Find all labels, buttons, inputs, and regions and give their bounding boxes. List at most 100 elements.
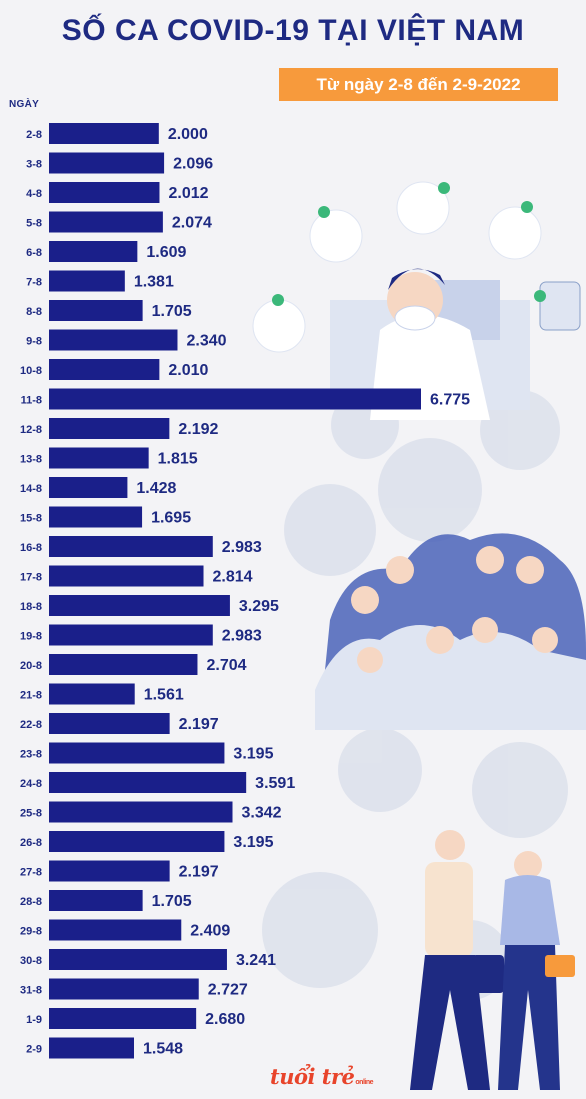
category-label: 2-8 xyxy=(26,129,42,141)
bar xyxy=(49,123,159,144)
category-label: 28-8 xyxy=(20,896,42,908)
category-label: 3-8 xyxy=(26,159,42,171)
category-label: 13-8 xyxy=(20,454,42,466)
bar xyxy=(49,713,170,734)
category-label: 10-8 xyxy=(20,365,42,377)
logo-text: tuổi trẻ xyxy=(270,1064,355,1089)
value-label: 2.409 xyxy=(190,923,230,940)
value-label: 3.342 xyxy=(242,805,282,822)
category-label: 31-8 xyxy=(20,985,42,997)
bar xyxy=(49,388,421,410)
value-label: 1.705 xyxy=(152,893,192,910)
bar xyxy=(49,270,125,292)
category-label: 19-8 xyxy=(20,631,42,643)
value-label: 1.561 xyxy=(144,687,184,704)
bar xyxy=(49,772,247,793)
bar xyxy=(49,536,213,557)
category-label: 18-8 xyxy=(20,601,42,613)
value-label: 2.197 xyxy=(179,716,219,733)
category-label: 24-8 xyxy=(20,778,42,790)
crowd-illustration xyxy=(315,533,586,730)
category-label: 1-9 xyxy=(26,1014,42,1026)
value-label: 6.775 xyxy=(430,392,470,409)
category-label: 27-8 xyxy=(20,867,42,879)
bar xyxy=(49,860,170,882)
value-label: 3.241 xyxy=(236,952,276,969)
tuoi-tre-logo: tuổi trẻonline xyxy=(270,1064,374,1089)
bar xyxy=(49,595,230,616)
bar xyxy=(49,919,182,941)
value-label: 2.340 xyxy=(186,333,226,350)
value-label: 2.197 xyxy=(179,864,219,881)
bar xyxy=(49,506,143,528)
value-label: 2.000 xyxy=(168,126,208,143)
bar xyxy=(49,418,170,439)
category-label: 21-8 xyxy=(20,690,42,702)
value-label: 1.548 xyxy=(143,1041,183,1058)
category-label: 14-8 xyxy=(20,483,42,495)
bar xyxy=(49,831,225,852)
bar xyxy=(49,890,143,911)
bar xyxy=(49,1008,197,1029)
bar xyxy=(49,1037,134,1059)
y-axis-label: NGÀY xyxy=(9,99,40,110)
value-label: 3.195 xyxy=(233,834,273,851)
bar xyxy=(49,978,199,1000)
bar xyxy=(49,447,149,469)
category-label: 22-8 xyxy=(20,719,42,731)
bar xyxy=(49,949,227,970)
people-walking-illustration xyxy=(410,830,575,1090)
category-label: 30-8 xyxy=(20,955,42,967)
bar xyxy=(49,241,138,262)
category-label: 9-8 xyxy=(26,336,42,348)
value-label: 2.192 xyxy=(178,421,218,438)
category-label: 2-9 xyxy=(26,1044,42,1056)
category-label: 15-8 xyxy=(20,513,42,525)
value-label: 2.814 xyxy=(213,569,253,586)
value-label: 3.591 xyxy=(255,775,295,792)
category-label: 26-8 xyxy=(20,837,42,849)
value-label: 2.010 xyxy=(168,362,208,379)
category-label: 4-8 xyxy=(26,188,42,200)
bar xyxy=(49,211,163,233)
bar xyxy=(49,801,233,823)
value-label: 2.983 xyxy=(222,539,262,556)
category-label: 25-8 xyxy=(20,808,42,820)
category-label: 6-8 xyxy=(26,247,42,259)
value-label: 2.096 xyxy=(173,156,213,173)
value-label: 1.381 xyxy=(134,274,174,291)
category-label: 17-8 xyxy=(20,572,42,584)
bar xyxy=(49,182,160,203)
page-title: SỐ CA COVID-19 TẠI VIỆT NAM xyxy=(61,14,525,47)
bar xyxy=(49,683,135,705)
icon-bubbles xyxy=(252,181,581,353)
logo-subtext: online xyxy=(355,1079,374,1086)
category-label: 16-8 xyxy=(20,542,42,554)
value-label: 1.609 xyxy=(146,244,186,261)
bar xyxy=(49,565,204,587)
category-label: 8-8 xyxy=(26,306,42,318)
bar xyxy=(49,742,225,764)
value-label: 2.074 xyxy=(172,215,212,232)
value-label: 1.815 xyxy=(158,451,198,468)
value-label: 2.704 xyxy=(206,657,246,674)
bar xyxy=(49,300,143,321)
category-label: 20-8 xyxy=(20,660,42,672)
bar xyxy=(49,477,128,498)
category-label: 12-8 xyxy=(20,424,42,436)
value-label: 2.727 xyxy=(208,982,248,999)
bar xyxy=(49,329,178,351)
category-label: 23-8 xyxy=(20,749,42,761)
bar xyxy=(49,654,198,675)
value-label: 2.012 xyxy=(168,185,208,202)
doctor-illustration xyxy=(330,268,530,420)
value-label: 2.983 xyxy=(222,628,262,645)
bar xyxy=(49,624,213,646)
category-label: 7-8 xyxy=(26,277,42,289)
value-label: 3.295 xyxy=(239,598,279,615)
value-label: 1.695 xyxy=(151,510,191,527)
bar xyxy=(49,152,165,174)
value-label: 1.705 xyxy=(152,303,192,320)
